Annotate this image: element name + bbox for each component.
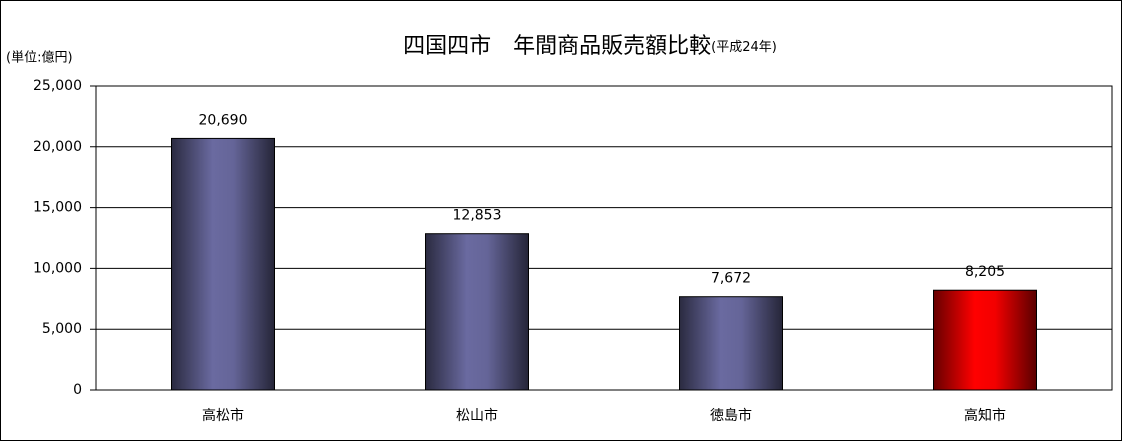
x-tick-label: 松山市 bbox=[456, 407, 498, 424]
y-tick-label: 5,000 bbox=[42, 321, 82, 337]
x-tick-label: 高知市 bbox=[964, 407, 1006, 424]
y-tick-label: 25,000 bbox=[33, 78, 82, 94]
x-tick-label: 高松市 bbox=[202, 407, 244, 424]
bar-shade bbox=[425, 233, 529, 390]
y-axis-label: (単位:億円) bbox=[6, 50, 73, 66]
value-label: 8,205 bbox=[965, 264, 1005, 280]
value-label: 12,853 bbox=[453, 208, 502, 224]
chart-title: 四国四市 年間商品販売額比較 bbox=[403, 34, 711, 59]
y-tick-label: 20,000 bbox=[33, 139, 82, 155]
y-tick-label: 0 bbox=[73, 382, 82, 398]
value-label: 20,690 bbox=[199, 112, 248, 128]
y-tick-label: 10,000 bbox=[33, 260, 82, 276]
bar-shade bbox=[679, 296, 783, 390]
y-tick-label: 15,000 bbox=[33, 200, 82, 216]
bar-shade bbox=[171, 138, 275, 390]
chart-subtitle: (平成24年) bbox=[711, 40, 777, 55]
bar-shade bbox=[933, 290, 1037, 390]
x-tick-label: 徳島市 bbox=[710, 407, 752, 424]
value-label: 7,672 bbox=[711, 271, 751, 287]
chart-title-group: 四国四市 年間商品販売額比較(平成24年) bbox=[403, 34, 777, 59]
